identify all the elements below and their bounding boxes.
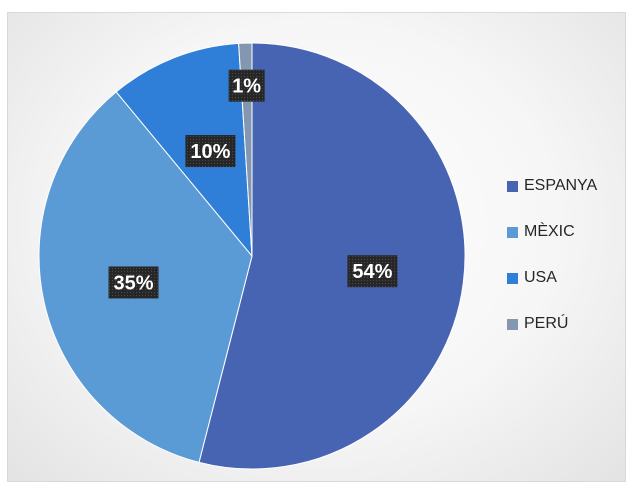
- legend-swatch: [507, 226, 518, 238]
- legend-swatch: [507, 180, 518, 192]
- legend-label: USA: [524, 269, 557, 286]
- chart-legend: ESPANYA MÈXIC USA PERÚ: [507, 176, 597, 360]
- data-label-box: [108, 266, 159, 299]
- legend-label: PERÚ: [524, 315, 569, 332]
- legend-label: ESPANYA: [524, 177, 598, 194]
- data-label-perú: 1%: [228, 69, 265, 102]
- legend-item-mèxic: MÈXIC: [507, 222, 597, 242]
- pie-slice-espanya: [198, 42, 466, 470]
- data-label-text: 35%: [113, 272, 153, 294]
- legend-swatch: [507, 318, 518, 330]
- data-label-espanya: 54%: [347, 255, 398, 288]
- data-label-text: 54%: [352, 261, 392, 283]
- data-label-box: [185, 135, 236, 168]
- legend-item-perú: PERÚ: [507, 314, 597, 334]
- data-label-box: [228, 69, 265, 102]
- legend-label: MÈXIC: [524, 223, 575, 240]
- data-label-text: 10%: [190, 141, 230, 163]
- legend-item-usa: USA: [507, 268, 597, 288]
- legend-swatch: [507, 272, 518, 284]
- data-label-usa: 10%: [185, 135, 236, 168]
- data-label-text: 1%: [232, 76, 261, 98]
- data-label-mèxic: 35%: [108, 266, 159, 299]
- legend-item-espanya: ESPANYA: [507, 176, 597, 196]
- data-label-box: [347, 255, 398, 288]
- pie-slice-usa: [115, 42, 253, 258]
